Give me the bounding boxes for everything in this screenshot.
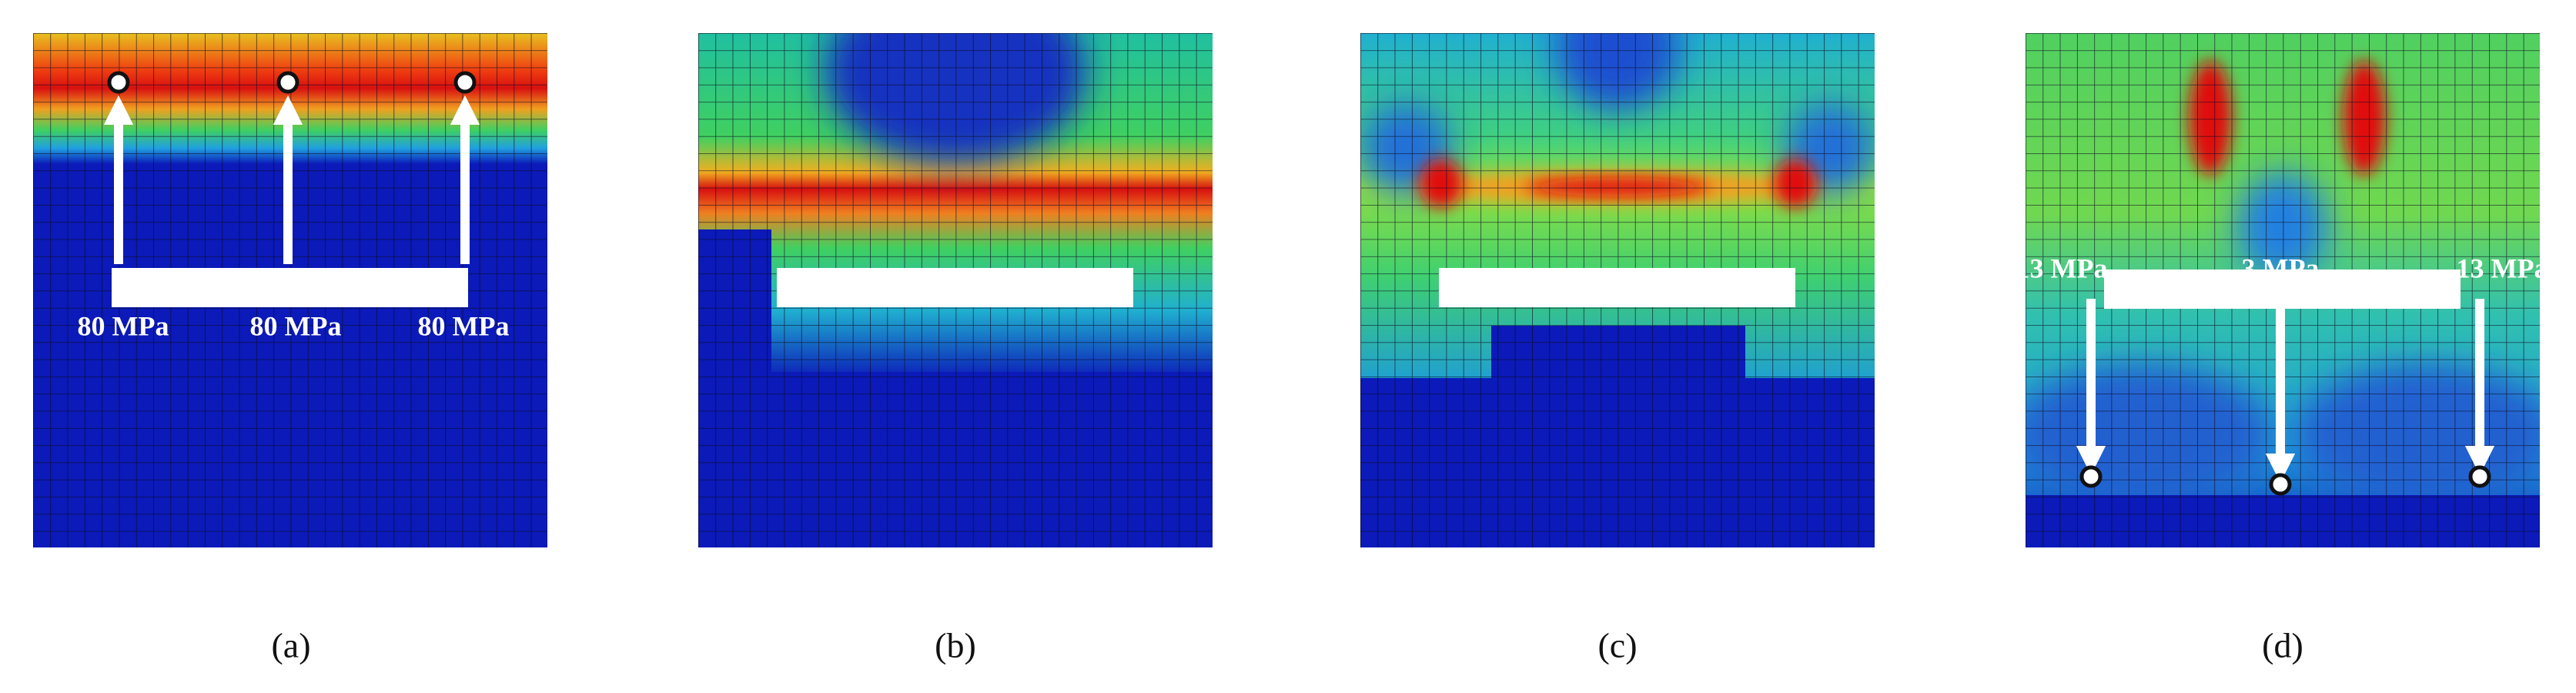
panel-a: [33, 33, 547, 547]
panel-caption: (a): [271, 626, 310, 665]
stress-label: 80 MPa: [418, 310, 510, 341]
panel-caption: (c): [1597, 626, 1637, 665]
panel-caption: (b): [935, 626, 976, 665]
panel-d: [2026, 33, 2540, 547]
stress-label: 13 MPa: [2016, 253, 2108, 283]
panel-caption: (d): [2262, 626, 2303, 665]
stress-label: 80 MPa: [250, 310, 342, 341]
stress-label: 80 MPa: [78, 310, 169, 341]
stress-label: 13 MPa: [2457, 253, 2548, 283]
stress-label: 3 MPa: [2242, 253, 2320, 283]
panel-b: [698, 33, 1213, 547]
panel-c: [1360, 33, 1875, 547]
